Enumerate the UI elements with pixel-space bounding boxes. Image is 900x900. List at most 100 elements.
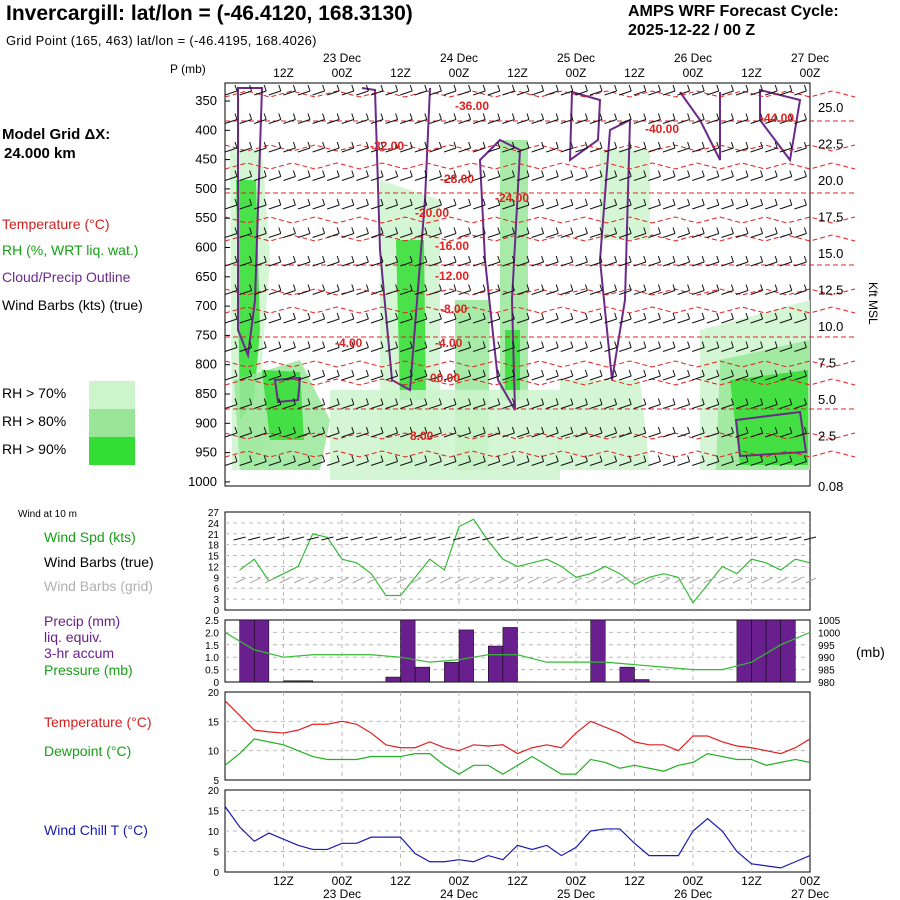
- wind-barb-shaft: [633, 176, 646, 181]
- wind-barb: [546, 198, 559, 210]
- temperature-contour-9: [224, 306, 856, 314]
- height-tick-label: 12.5: [818, 283, 843, 298]
- wind-barb-shaft: [750, 233, 763, 238]
- wind-barb-flag: [745, 198, 749, 206]
- wind-barb-shaft: [473, 318, 486, 324]
- wind-barb: [312, 369, 326, 381]
- wind-barb: [648, 426, 661, 438]
- wind-barb-shaft: [239, 90, 252, 96]
- precip-bar: [254, 619, 270, 683]
- wind-barb-flag: [657, 426, 661, 434]
- wind-barb-flag: [657, 398, 661, 405]
- wind-barb-shaft: [546, 90, 559, 96]
- wind-barb: [458, 84, 472, 96]
- wind-barb-shaft: [662, 318, 676, 324]
- wind-barb-shaft: [589, 176, 603, 181]
- wind-barb: [706, 312, 720, 324]
- wind-barb-shaft: [560, 204, 573, 210]
- top-hour-label: 12Z: [390, 66, 411, 80]
- wind-barb-shaft: [400, 290, 413, 295]
- wind-barb-flag: [438, 113, 442, 120]
- top-hour-label: 12Z: [624, 66, 645, 80]
- wind-barb-shaft: [429, 204, 442, 210]
- wind-barb: [692, 170, 705, 181]
- wind-barb-shaft: [283, 375, 296, 381]
- wind-barb-flag: [438, 284, 442, 291]
- precip-bar: [590, 619, 606, 683]
- wind-barb: [779, 398, 793, 409]
- wind-barb: [662, 369, 676, 381]
- wind-barb: [721, 198, 734, 210]
- wind-barb-flag: [395, 113, 399, 120]
- wind-barb-flag: [657, 284, 661, 291]
- wind-barb: [356, 284, 369, 295]
- wind-barb: [619, 369, 632, 381]
- surface-wind-barb: [365, 536, 378, 541]
- wind-barb-shaft: [327, 147, 340, 153]
- wind-barb-flag: [570, 341, 574, 348]
- wind-barb-flag: [628, 141, 632, 149]
- wind-barb: [648, 369, 661, 381]
- wind-barb-flag: [424, 455, 428, 462]
- wind-barb: [516, 84, 530, 96]
- wind-barb: [239, 198, 253, 210]
- wind-barb-flag: [716, 341, 720, 348]
- wind-barb-shaft: [327, 119, 340, 124]
- wind-barb-shaft: [604, 204, 617, 210]
- wind-barb-shaft: [706, 318, 719, 324]
- wind-barb-flag: [395, 84, 399, 92]
- wind-barb: [268, 255, 282, 267]
- wind-barb: [502, 141, 515, 153]
- wind-barb: [779, 312, 793, 324]
- wind-barb: [327, 426, 340, 438]
- wind-barb-shaft: [473, 176, 486, 181]
- wind-barb-flag: [249, 170, 253, 177]
- wind-barb-shaft: [502, 347, 515, 352]
- wind-barb-shaft: [750, 318, 763, 324]
- rh-area-1: [236, 180, 260, 420]
- wind-barb-flag: [263, 341, 267, 348]
- wind-barb: [224, 255, 238, 267]
- wind-barb: [721, 426, 734, 438]
- wind-barb: [356, 84, 369, 96]
- wind-barb-flag: [365, 198, 369, 206]
- wind-barb-shaft: [356, 119, 369, 124]
- wind-barb-flag: [292, 255, 296, 263]
- wind-barb-flag: [468, 426, 472, 434]
- wind-barb-flag: [278, 113, 282, 120]
- wind-barb: [414, 455, 428, 466]
- wind-barb-flag: [541, 341, 545, 348]
- wind-barb-flag: [351, 312, 355, 320]
- wind-barb-flag: [730, 227, 734, 234]
- wind-barb-shaft: [283, 347, 296, 352]
- wind-barb: [224, 141, 238, 153]
- wind-barb: [487, 170, 501, 181]
- temperature-contour-label: -4.00: [335, 336, 363, 350]
- wind-barb: [750, 141, 764, 153]
- legend-wind-barbs-grid: Wind Barbs (grid): [44, 578, 153, 594]
- wind-barb: [516, 426, 530, 438]
- wind-barb-flag: [570, 426, 574, 434]
- top-date-label: 25 Dec: [557, 51, 595, 65]
- wind-barb-shaft: [414, 204, 427, 210]
- wind-barb: [735, 312, 749, 324]
- wind-barb-flag: [701, 113, 705, 120]
- grid-wind-barb: [279, 577, 290, 584]
- wind-barb-flag: [599, 312, 603, 320]
- wind-barb-flag: [555, 312, 559, 320]
- wind-barb-shaft: [765, 261, 778, 267]
- wind-barb-flag: [234, 170, 238, 177]
- wind-barb: [473, 312, 486, 324]
- wind-barb-shaft: [619, 119, 632, 124]
- wind-barb-shaft: [794, 204, 807, 210]
- wind-barb: [546, 227, 559, 238]
- wind-barb: [575, 369, 588, 381]
- wind-barb-shaft: [254, 375, 267, 381]
- wind-barb-shaft: [516, 461, 530, 466]
- surface-wind-barb: [277, 536, 290, 541]
- wind-barb-flag: [482, 369, 486, 377]
- wind-barb-flag: [278, 426, 282, 434]
- wind-barb-shaft: [297, 204, 311, 210]
- wind-chill-panel-tick-label: 0: [213, 868, 219, 879]
